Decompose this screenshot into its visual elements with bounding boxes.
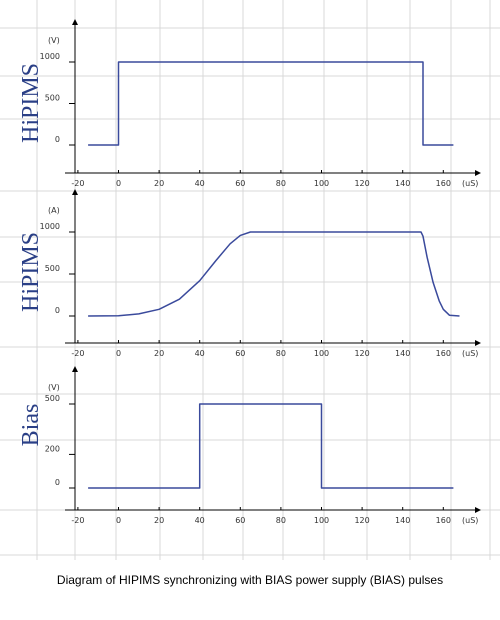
y-tick-label: 500: [45, 264, 60, 273]
series-line: [88, 231, 460, 317]
x-tick-label: 80: [276, 516, 286, 525]
x-tick-label: 160: [436, 516, 451, 525]
x-tick-label: 40: [195, 349, 205, 358]
x-tick-label: 20: [154, 516, 164, 525]
x-tick-label: 60: [235, 179, 245, 188]
x-tick-label: -20: [71, 349, 84, 358]
side-label: Bias: [18, 404, 44, 447]
x-tick-label: 140: [395, 516, 410, 525]
x-tick-label: 120: [354, 516, 369, 525]
side-label: HiPIMS: [18, 232, 44, 312]
side-label: HiPIMS: [18, 63, 44, 143]
y-tick-label: 500: [45, 94, 60, 103]
y-tick-label: 1000: [40, 52, 60, 61]
x-tick-label: 60: [235, 516, 245, 525]
x-unit-label: (uS): [462, 349, 478, 358]
x-tick-label: 100: [314, 516, 329, 525]
y-axis-arrow: [72, 19, 78, 25]
x-tick-label: 60: [235, 349, 245, 358]
x-tick-label: 0: [116, 179, 121, 188]
series-line: [88, 403, 454, 489]
x-unit-label: (uS): [462, 179, 478, 188]
series-line: [88, 61, 454, 146]
x-tick-label: 140: [395, 179, 410, 188]
x-tick-label: 160: [436, 349, 451, 358]
x-tick-label: 120: [354, 179, 369, 188]
x-tick-label: 40: [195, 516, 205, 525]
x-tick-label: 160: [436, 179, 451, 188]
y-tick-label: 0: [55, 478, 60, 487]
y-tick-label: 0: [55, 135, 60, 144]
x-tick-label: -20: [71, 179, 84, 188]
x-tick-label: 120: [354, 349, 369, 358]
y-unit-label: (V): [48, 36, 60, 45]
x-tick-label: 80: [276, 179, 286, 188]
y-tick-label: 200: [45, 444, 60, 453]
y-axis-arrow: [72, 366, 78, 372]
x-axis-arrow: [475, 340, 481, 346]
x-axis-arrow: [475, 507, 481, 513]
x-tick-label: 20: [154, 349, 164, 358]
y-tick-label: 500: [45, 394, 60, 403]
figure-caption: Diagram of HIPIMS synchronizing with BIA…: [56, 573, 444, 587]
x-tick-label: 0: [116, 516, 121, 525]
y-unit-label: (A): [48, 206, 60, 215]
x-tick-label: 0: [116, 349, 121, 358]
y-unit-label: (V): [48, 383, 60, 392]
y-tick-label: 0: [55, 306, 60, 315]
y-axis-arrow: [72, 189, 78, 195]
x-tick-label: 100: [314, 179, 329, 188]
x-unit-label: (uS): [462, 516, 478, 525]
x-tick-label: 20: [154, 179, 164, 188]
x-tick-label: 140: [395, 349, 410, 358]
x-tick-label: 40: [195, 179, 205, 188]
y-tick-label: 1000: [40, 222, 60, 231]
x-tick-label: 100: [314, 349, 329, 358]
x-axis-arrow: [475, 170, 481, 176]
x-tick-label: 80: [276, 349, 286, 358]
x-tick-label: -20: [71, 516, 84, 525]
